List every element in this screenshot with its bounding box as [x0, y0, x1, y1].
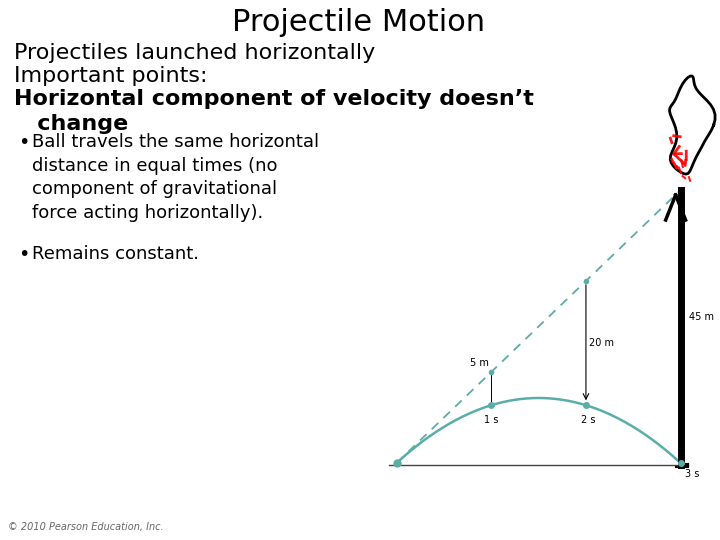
Text: Important points:: Important points:	[14, 66, 207, 86]
Text: 2 s: 2 s	[581, 415, 595, 425]
Text: Horizontal component of velocity doesn’t
   change: Horizontal component of velocity doesn’t…	[14, 89, 534, 134]
Text: Projectile Motion: Projectile Motion	[232, 8, 485, 37]
Text: •: •	[18, 133, 30, 152]
Text: •: •	[18, 245, 30, 264]
Text: 1 s: 1 s	[484, 415, 498, 425]
Text: Projectiles launched horizontally: Projectiles launched horizontally	[14, 43, 375, 63]
Text: 20 m: 20 m	[589, 338, 614, 348]
Text: Remains constant.: Remains constant.	[32, 245, 199, 263]
Text: 5 m: 5 m	[470, 358, 490, 368]
Text: Ball travels the same horizontal
distance in equal times (no
component of gravit: Ball travels the same horizontal distanc…	[32, 133, 319, 222]
Text: 45 m: 45 m	[688, 313, 714, 322]
Text: © 2010 Pearson Education, Inc.: © 2010 Pearson Education, Inc.	[8, 522, 163, 532]
Text: 3 s: 3 s	[685, 469, 699, 479]
